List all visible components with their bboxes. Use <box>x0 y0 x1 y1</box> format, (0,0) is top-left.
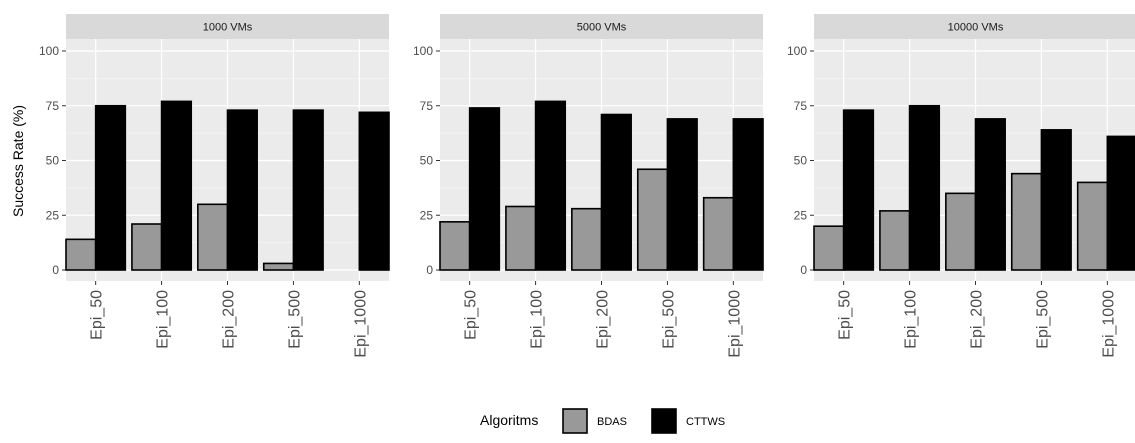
panels-layer: 1000 VMs 0 25 50 75 100 Epi_50 Epi_100 Epi_200 Ep… <box>39 14 1135 358</box>
facet-strip <box>66 14 389 39</box>
x-tick-label: Epi_100 <box>903 290 920 349</box>
y-tick-label: 50 <box>794 154 808 168</box>
bar-bdas-epi_1000 <box>702 196 735 271</box>
y-tick-label: 100 <box>39 44 59 58</box>
bar-bdas-epi_100 <box>131 223 163 271</box>
bar-cttws-epi_1000 <box>358 111 390 271</box>
bar-bdas-epi_50 <box>65 238 97 271</box>
y-tick-label: 25 <box>46 208 60 222</box>
y-tick-label: 0 <box>426 263 433 277</box>
legend-key <box>651 408 677 434</box>
bar-bdas-epi_500 <box>1010 172 1043 271</box>
bar-cttws-epi_200 <box>600 113 632 271</box>
bar-cttws-epi_50 <box>94 104 127 271</box>
x-tick-label: Epi_100 <box>155 290 172 349</box>
facet-title: 5000 VMs <box>577 22 627 34</box>
bar-cttws-epi_50 <box>468 107 501 271</box>
bar-bdas-epi_50 <box>439 221 471 271</box>
bar-cttws-epi_500 <box>1040 129 1072 271</box>
x-tick-label: Epi_500 <box>286 290 303 349</box>
x-tick-label: Epi_1000 <box>352 290 369 358</box>
bar-cttws-epi_200 <box>974 118 1006 271</box>
bar-bdas-epi_1000 <box>1076 181 1109 271</box>
facet-panel-2: 5000 VMs 0 25 50 75 100 Epi_50 Epi_100 Epi_200 Ep… <box>413 14 764 358</box>
x-tick-label: Epi_200 <box>969 290 986 349</box>
legend: Algoritms BDAS CTTWS <box>480 408 725 434</box>
x-tick-label: Epi_200 <box>221 290 238 349</box>
x-tick-label: Epi_1000 <box>726 290 743 358</box>
facet-title: 1000 VMs <box>203 22 253 34</box>
bar-cttws-epi_100 <box>908 104 941 271</box>
legend-item-cttws: CTTWS <box>651 408 725 434</box>
bar-cttws-epi_1000 <box>1106 135 1135 271</box>
bar-cttws-epi_50 <box>842 109 875 271</box>
bar-bdas-epi_100 <box>879 210 911 271</box>
legend-label: CTTWS <box>686 416 725 428</box>
legend-item-bdas: BDAS <box>562 408 627 434</box>
bar-bdas-epi_200 <box>571 207 603 271</box>
bar-bdas-epi_100 <box>505 205 537 271</box>
facet-title: 10000 VMs <box>948 22 1004 34</box>
x-tick-label: Epi_500 <box>660 290 677 349</box>
legend-title: Algoritms <box>480 412 538 428</box>
bar-bdas-epi_200 <box>945 192 977 271</box>
facet-strip <box>440 14 763 39</box>
legend-label: BDAS <box>597 416 627 428</box>
y-tick-label: 75 <box>420 99 434 113</box>
y-tick-label: 100 <box>787 44 807 58</box>
y-axis-title: Success Rate (%) <box>10 105 26 217</box>
bar-cttws-epi_500 <box>292 109 324 271</box>
y-tick-label: 50 <box>46 154 60 168</box>
x-tick-label: Epi_50 <box>89 290 106 340</box>
bar-cttws-epi_500 <box>666 118 698 271</box>
bar-cttws-epi_100 <box>160 100 193 271</box>
x-tick-label: Epi_50 <box>837 290 854 340</box>
y-tick-label: 25 <box>420 208 434 222</box>
y-tick-label: 50 <box>420 154 434 168</box>
bar-bdas-epi_200 <box>197 203 229 271</box>
bar-bdas-epi_500 <box>262 262 295 271</box>
bar-cttws-epi_100 <box>534 100 567 271</box>
y-tick-label: 75 <box>46 99 60 113</box>
x-tick-label: Epi_1000 <box>1100 290 1117 358</box>
x-tick-label: Epi_50 <box>463 290 480 340</box>
x-tick-label: Epi_200 <box>595 290 612 349</box>
bar-bdas-epi_500 <box>636 168 669 271</box>
bar-cttws-epi_200 <box>226 109 258 271</box>
bar-bdas-epi_50 <box>813 225 845 271</box>
facet-strip <box>814 14 1135 39</box>
x-tick-label: Epi_100 <box>529 290 546 349</box>
y-tick-label: 25 <box>794 208 808 222</box>
bar-cttws-epi_1000 <box>732 118 764 271</box>
x-tick-label: Epi_500 <box>1034 290 1051 349</box>
facet-panel-1: 1000 VMs 0 25 50 75 100 Epi_50 Epi_100 Epi_200 Ep… <box>39 14 390 358</box>
y-tick-label: 0 <box>52 263 59 277</box>
facet-panel-3: 10000 VMs 0 25 50 75 100 Epi_50 Epi_100 Epi_200 E… <box>787 14 1135 358</box>
legend-key <box>562 408 588 434</box>
y-tick-label: 75 <box>794 99 808 113</box>
y-tick-label: 100 <box>413 44 433 58</box>
y-tick-label: 0 <box>800 263 807 277</box>
